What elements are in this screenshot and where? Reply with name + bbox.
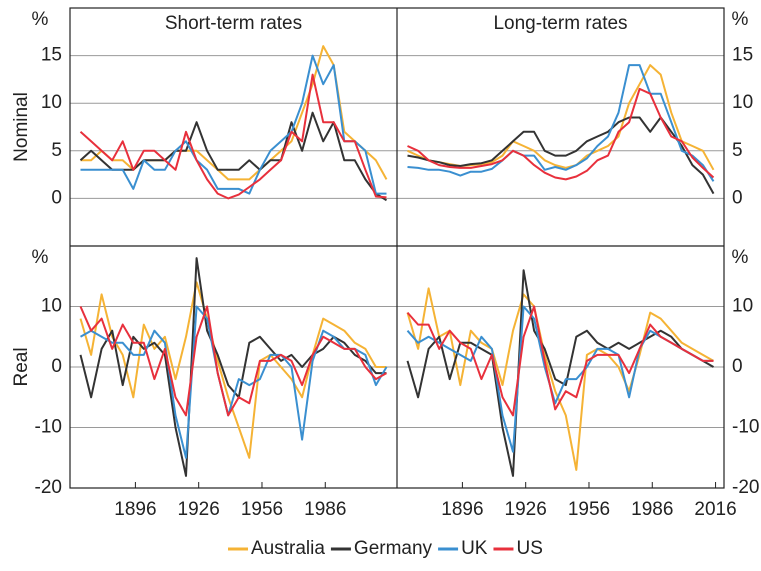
x-tick-label: 2016 [694,499,736,520]
y-tick-label: 15 [41,45,62,66]
y-tick-label: 0 [51,187,62,208]
unit-label: % [32,9,49,30]
series-line [407,64,715,182]
series-line [406,269,714,477]
series-line [80,305,388,459]
row-label: Nominal [11,92,32,162]
y-tick-label: 0 [732,356,743,377]
legend-label: UK [461,538,488,559]
y-tick-label: 5 [51,140,62,161]
y-tick-label: 0 [732,187,743,208]
legend-label: US [516,538,542,559]
panel-title: Short-term rates [165,13,302,34]
unit-label: % [732,247,749,268]
x-tick-label: 1896 [441,499,483,520]
series-line [79,281,387,459]
unit-label: % [732,9,749,30]
series-line [80,54,387,195]
y-tick-label: 5 [732,140,743,161]
series-line [406,287,714,471]
legend-label: Australia [251,538,325,559]
x-tick-label: 1986 [304,499,346,520]
series-line [407,64,715,171]
x-tick-label: 1896 [114,499,156,520]
y-tick-label: 10 [732,296,753,317]
unit-label: % [32,247,49,268]
y-tick-label: 15 [732,45,753,66]
y-tick-label: -10 [35,417,62,438]
y-tick-label: -10 [732,417,759,438]
y-tick-label: 10 [41,296,62,317]
y-tick-label: -20 [35,477,62,498]
y-tick-label: -20 [732,477,759,498]
row-label: Real [11,347,32,386]
y-tick-label: 0 [51,356,62,377]
x-tick-label: 1956 [568,499,610,520]
x-tick-label: 1986 [631,499,673,520]
legend-label: Germany [354,538,433,559]
series-line [407,87,715,181]
series-line [406,305,714,453]
x-tick-label: 1926 [505,499,547,520]
series-line [79,305,387,417]
y-tick-label: 10 [732,92,753,113]
series-line [406,305,714,417]
y-tick-label: 10 [41,92,62,113]
panel-title: Long-term rates [493,13,627,34]
series-line [79,73,387,200]
series-line [79,111,388,202]
x-tick-label: 1926 [178,499,220,520]
x-tick-label: 1956 [241,499,283,520]
